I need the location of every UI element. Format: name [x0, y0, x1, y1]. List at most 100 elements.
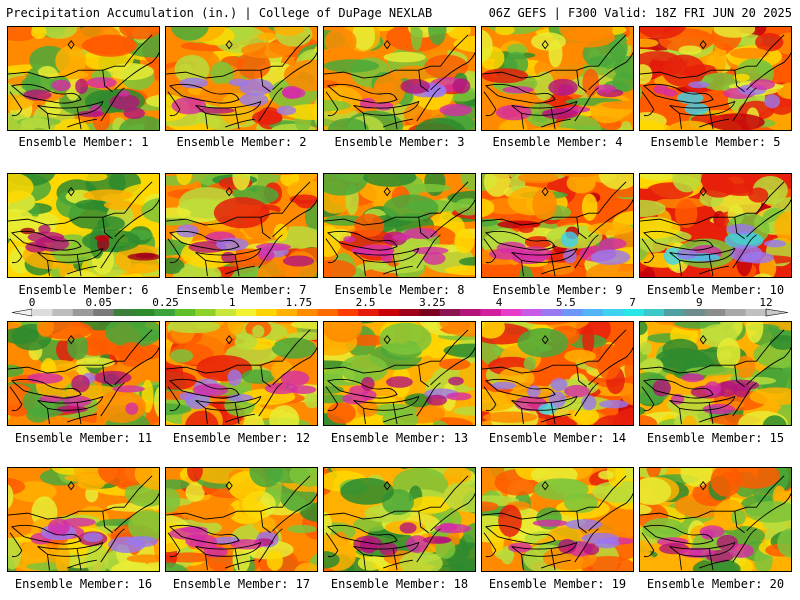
ensemble-member-label: Ensemble Member: 6: [18, 283, 149, 297]
precip-field: [640, 27, 791, 130]
ensemble-member-label: Ensemble Member: 1: [18, 135, 149, 149]
precip-field: [640, 322, 791, 425]
colorbar-swatch: [602, 309, 624, 316]
ensemble-member-label: Ensemble Member: 13: [330, 431, 469, 445]
ensemble-member-label: Ensemble Member: 3: [334, 135, 465, 149]
colorbar-swatch: [235, 309, 257, 316]
precip-field: [166, 468, 317, 571]
colorbar-tick-label: 2.5: [356, 297, 376, 309]
colorbar-tick-label: 1: [229, 297, 236, 309]
colorbar-swatch: [643, 309, 665, 316]
basemap-outlines: [324, 329, 475, 425]
colorbar-swatch: [154, 309, 176, 316]
ensemble-map-panel: [165, 26, 318, 131]
basemap-outlines: [482, 329, 633, 425]
precip-field: [482, 322, 633, 425]
ensemble-map-panel: [481, 467, 634, 572]
ensemble-member-label: Ensemble Member: 15: [646, 431, 785, 445]
precip-field: [640, 468, 791, 571]
precip-colorbar: 0 0.05 0.25 1 1.75 2.5 3.25 4 5.5 7 9 12: [10, 297, 790, 321]
colorbar-tick-label: 4: [496, 297, 503, 309]
precip-field: [324, 468, 475, 571]
basemap-outlines: [166, 181, 317, 277]
colorbar-swatch: [500, 309, 522, 316]
precip-field: [324, 322, 475, 425]
ensemble-member-label: Ensemble Member: 4: [492, 135, 623, 149]
map-title: Precipitation Accumulation (in.) | Colle…: [6, 6, 433, 20]
colorbar-swatch: [317, 309, 339, 316]
basemap-outlines: [640, 181, 791, 277]
colorbar-tick-label: 12: [759, 297, 772, 309]
ensemble-map-panel: [7, 467, 160, 572]
colorbar-tick-label: 0.05: [85, 297, 112, 309]
ensemble-map-panel: [323, 173, 476, 278]
colorbar-swatch: [399, 309, 420, 316]
colorbar-swatch: [623, 309, 645, 316]
ensemble-member-label: Ensemble Member: 20: [646, 577, 785, 591]
colorbar-swatch: [460, 309, 481, 316]
colorbar-swatch: [113, 309, 135, 316]
colorbar-right-arrow: [765, 308, 789, 317]
colorbar-tick-label: 7: [629, 297, 636, 309]
colorbar-swatch: [541, 309, 563, 316]
colorbar-swatch: [93, 309, 114, 316]
colorbar-swatch: [297, 309, 318, 316]
precip-field: [482, 174, 633, 277]
ensemble-member-label: Ensemble Member: 17: [172, 577, 311, 591]
ensemble-map-panel: [7, 321, 160, 426]
ensemble-member-label: Ensemble Member: 7: [176, 283, 307, 297]
basemap-outlines: [166, 329, 317, 425]
colorbar-left-arrow: [11, 308, 33, 317]
colorbar-swatch: [521, 309, 543, 316]
colorbar-swatch: [480, 309, 502, 316]
ensemble-map-panel: [165, 173, 318, 278]
basemap-outlines: [8, 34, 159, 130]
ensemble-map-panel: [481, 173, 634, 278]
colorbar-swatch: [256, 309, 278, 316]
colorbar-swatch: [378, 309, 400, 316]
precip-field: [8, 322, 159, 425]
precip-field: [8, 174, 159, 277]
ensemble-member-label: Ensemble Member: 19: [488, 577, 627, 591]
ensemble-member-label: Ensemble Member: 2: [176, 135, 307, 149]
ensemble-member-label: Ensemble Member: 14: [488, 431, 627, 445]
colorbar-swatch: [72, 309, 94, 316]
colorbar-swatch: [664, 309, 685, 316]
colorbar-tick-label: 0.25: [152, 297, 179, 309]
model-valid-time: 06Z GEFS | F300 Valid: 18Z FRI JUN 20 20…: [488, 6, 792, 20]
precip-field: [482, 468, 633, 571]
colorbar-tick-label: 3.25: [419, 297, 446, 309]
colorbar-swatch: [133, 309, 155, 316]
ensemble-map-panel: [323, 26, 476, 131]
basemap-outlines: [640, 475, 791, 571]
basemap-outlines: [482, 181, 633, 277]
colorbar-swatch: [704, 309, 726, 316]
colorbar-swatch: [337, 309, 359, 316]
colorbar-swatch: [582, 309, 604, 316]
colorbar-swatch: [358, 309, 380, 316]
basemap-outlines: [8, 181, 159, 277]
ensemble-map-panel: [323, 467, 476, 572]
precip-field: [482, 27, 633, 130]
ensemble-member-label: Ensemble Member: 12: [172, 431, 311, 445]
basemap-outlines: [166, 34, 317, 130]
ensemble-member-label: Ensemble Member: 10: [646, 283, 785, 297]
ensemble-map-panel: [323, 321, 476, 426]
ensemble-member-label: Ensemble Member: 5: [650, 135, 781, 149]
colorbar-swatch: [684, 309, 706, 316]
colorbar-swatch: [725, 309, 747, 316]
ensemble-member-label: Ensemble Member: 9: [492, 283, 623, 297]
ensemble-map-panel: [639, 173, 792, 278]
basemap-outlines: [640, 34, 791, 130]
basemap-outlines: [8, 475, 159, 571]
ensemble-member-label: Ensemble Member: 18: [330, 577, 469, 591]
ensemble-member-label: Ensemble Member: 8: [334, 283, 465, 297]
colorbar-swatch: [419, 309, 441, 316]
colorbar-swatch: [195, 309, 216, 316]
colorbar-swatch: [32, 309, 53, 316]
ensemble-map-panel: [165, 467, 318, 572]
precip-field: [8, 27, 159, 130]
ensemble-member-label: Ensemble Member: 11: [14, 431, 153, 445]
ensemble-map-panel: [165, 321, 318, 426]
colorbar-swatch: [174, 309, 196, 316]
